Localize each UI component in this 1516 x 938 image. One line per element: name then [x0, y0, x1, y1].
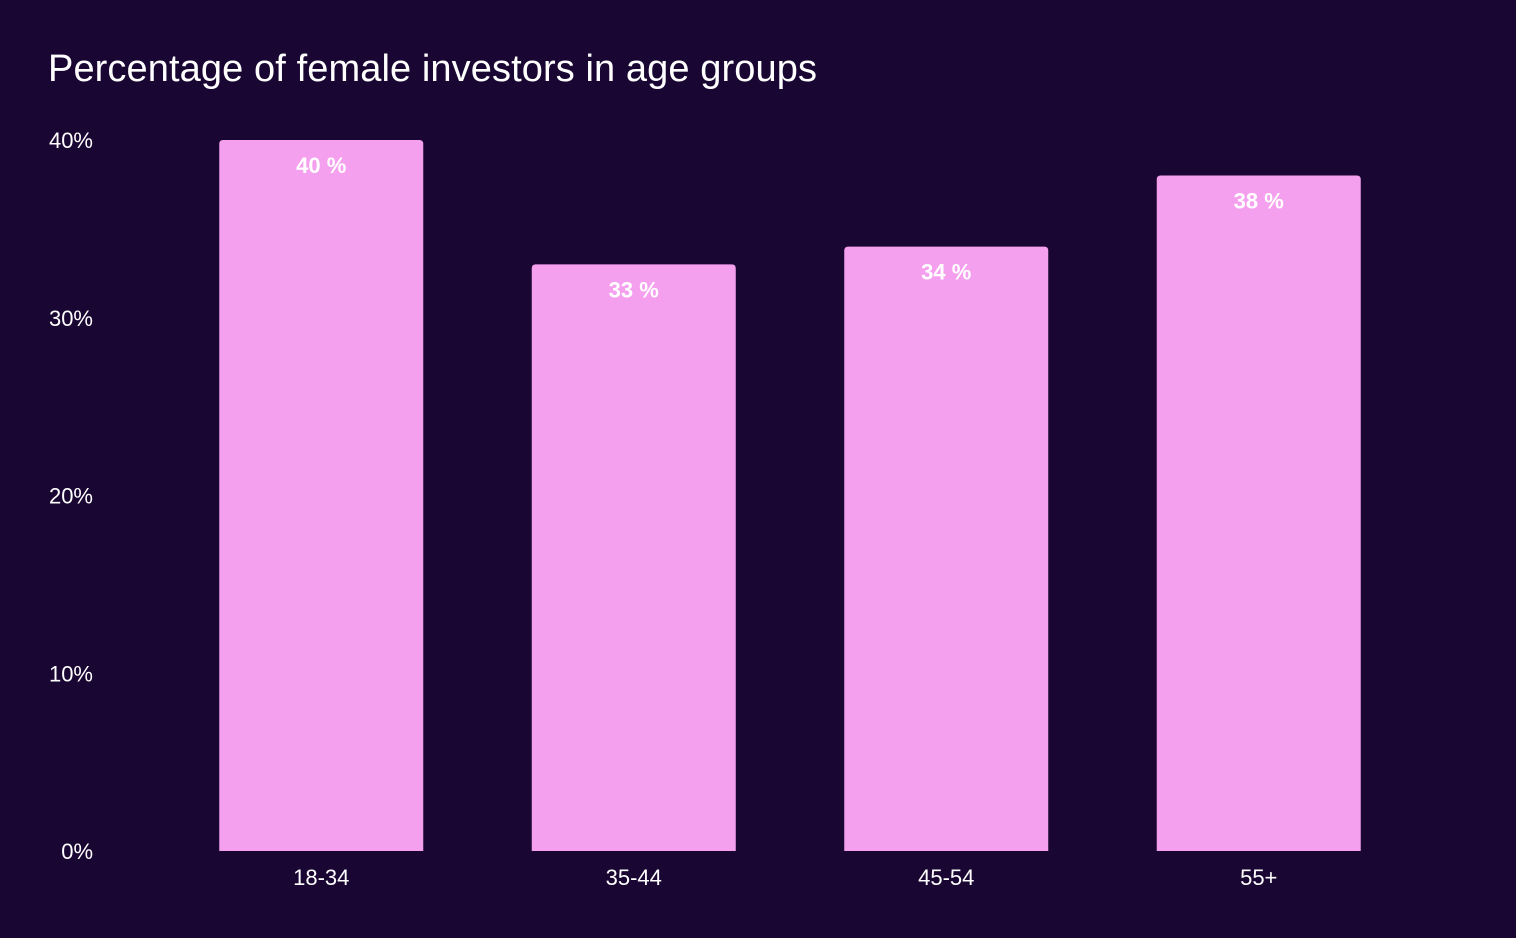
bar-18-34	[219, 140, 424, 851]
x-tick-label: 35-44	[606, 865, 662, 890]
bar-value-label: 34 %	[921, 260, 971, 285]
chart-title: Percentage of female investors in age gr…	[48, 48, 818, 90]
bar-45-54	[844, 246, 1049, 851]
bar-value-label: 33 %	[609, 277, 659, 302]
y-tick-label: 20%	[49, 484, 93, 509]
bar-value-label: 40 %	[296, 153, 346, 178]
x-tick-label: 55+	[1240, 865, 1277, 890]
bar-55+	[1156, 175, 1361, 852]
bars: 40 % 33 % 34 % 38 %	[219, 140, 1361, 852]
y-tick-label: 30%	[49, 306, 93, 331]
y-tick-label: 10%	[49, 661, 93, 686]
y-tick-label: 0%	[61, 839, 93, 864]
y-tick-label: 40%	[49, 128, 93, 153]
x-axis: 18-34 35-44 45-54 55+	[293, 865, 1277, 890]
x-tick-label: 18-34	[293, 865, 349, 890]
y-axis: 0% 10% 20% 30% 40%	[49, 128, 93, 864]
bar-value-label: 38 %	[1234, 189, 1284, 214]
bar-35-44	[531, 264, 736, 851]
x-tick-label: 45-54	[918, 865, 974, 890]
